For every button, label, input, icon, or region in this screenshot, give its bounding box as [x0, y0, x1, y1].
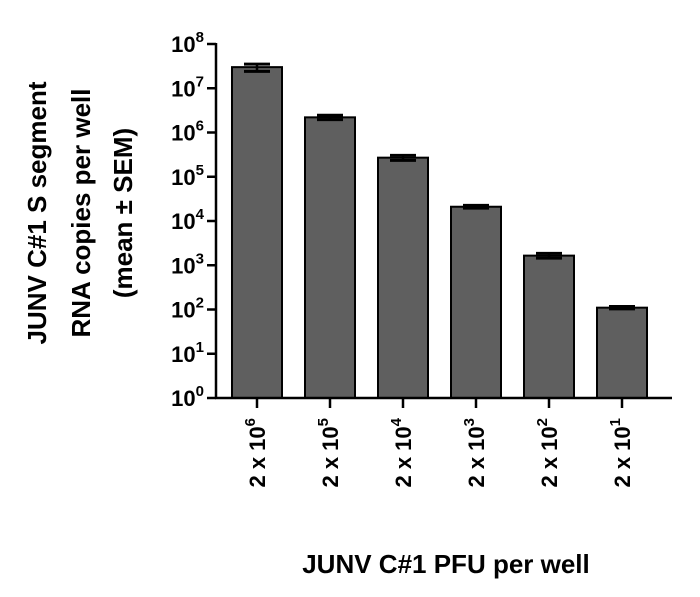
y-tick-exponent: 7: [196, 73, 204, 90]
y-tick-base: 10: [171, 76, 195, 101]
x-tick-label: 2 x 103: [461, 418, 489, 488]
y-tick-label: 101: [171, 339, 204, 367]
x-tick-exponent: 6: [242, 418, 259, 426]
x-tick-base: 2 x 10: [245, 426, 270, 487]
x-tick-exponent: 5: [315, 418, 332, 426]
y-tick-exponent: 8: [196, 29, 204, 46]
y-axis-label-line-2: RNA copies per well: [66, 89, 96, 338]
bar: [523, 254, 575, 399]
x-tick-exponent: 4: [388, 417, 405, 426]
x-tick-base: 2 x 10: [537, 426, 562, 487]
bar: [450, 205, 502, 399]
y-tick-label: 105: [171, 162, 204, 190]
y-tick-label: 104: [171, 206, 204, 234]
y-tick-exponent: 5: [196, 162, 204, 179]
x-tick-base: 2 x 10: [391, 426, 416, 487]
x-tick-label: 2 x 101: [607, 418, 635, 488]
y-tick-label: 108: [171, 29, 204, 57]
x-tick-label: 2 x 102: [534, 418, 562, 488]
y-tick-label: 106: [171, 118, 204, 146]
x-tick-base: 2 x 10: [610, 426, 635, 487]
bar: [304, 116, 356, 399]
x-tick-label: 2 x 106: [242, 418, 270, 488]
x-tick-exponent: 1: [607, 418, 624, 426]
y-tick-base: 10: [171, 32, 195, 57]
bar: [377, 156, 429, 399]
y-tick-base: 10: [171, 209, 195, 234]
y-axis-label-line-1: JUNV C#1 S segment: [22, 81, 52, 344]
y-tick-exponent: 2: [196, 295, 204, 312]
x-tick-base: 2 x 10: [318, 426, 343, 487]
x-tick-label: 2 x 104: [388, 417, 416, 487]
y-tick-base: 10: [171, 165, 195, 190]
x-axis-label: JUNV C#1 PFU per well: [302, 549, 590, 579]
bar: [231, 66, 283, 399]
y-tick-base: 10: [171, 253, 195, 278]
y-axis-label-line-3: (mean ± SEM): [108, 128, 138, 298]
bar: [596, 306, 648, 399]
y-tick-base: 10: [171, 386, 195, 411]
y-tick-exponent: 1: [196, 339, 204, 356]
x-tick-exponent: 3: [461, 418, 478, 426]
y-tick-exponent: 3: [196, 250, 204, 267]
x-tick-exponent: 2: [534, 418, 551, 426]
y-tick-label: 102: [171, 295, 204, 323]
y-tick-base: 10: [171, 121, 195, 146]
x-tick-label: 2 x 105: [315, 418, 343, 488]
y-tick-label: 107: [171, 73, 204, 101]
y-tick-label: 100: [171, 383, 204, 411]
y-axis-label: JUNV C#1 S segment RNA copies per well (…: [22, 81, 138, 344]
x-tick-base: 2 x 10: [464, 426, 489, 487]
y-tick-exponent: 6: [196, 118, 204, 135]
y-tick-base: 10: [171, 342, 195, 367]
y-tick-exponent: 4: [196, 206, 205, 223]
y-tick-base: 10: [171, 298, 195, 323]
y-tick-exponent: 0: [196, 383, 204, 400]
bars: [231, 62, 648, 399]
y-tick-label: 103: [171, 250, 204, 278]
